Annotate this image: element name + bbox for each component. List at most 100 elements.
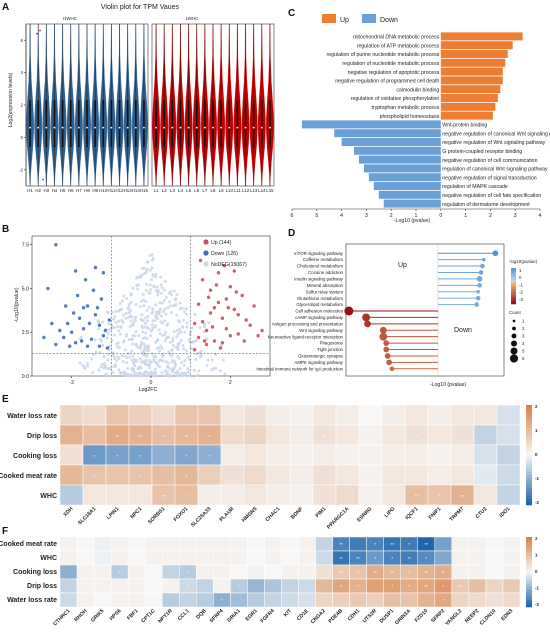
- kegg-dot-2: [480, 263, 485, 269]
- heat-e-significance-mark: *: [439, 494, 441, 499]
- go-term-down-0: Wnt-protein binding: [442, 123, 487, 129]
- volcano-point-nodeg: [178, 373, 182, 377]
- volcano-point-nodeg: [171, 339, 175, 343]
- volcano-point-nodeg: [150, 278, 154, 282]
- heat-e-cell: [312, 464, 337, 486]
- go-bar-up-1: [440, 41, 513, 50]
- heat-e-cell: [496, 464, 521, 486]
- go-x-tick-label: 1: [464, 213, 467, 219]
- heat-f-cell: [93, 536, 112, 552]
- go-x-tick-label: 3: [514, 213, 517, 219]
- heat-e-cell: [496, 424, 521, 446]
- volcano-x-tick-label: -2: [69, 380, 74, 386]
- heat-e-col-label: TRPM7: [449, 506, 466, 523]
- volcano-legend-dot-nodeg: [203, 261, 209, 267]
- heat-e-cell: [105, 404, 130, 426]
- volcano-point-nodeg: [151, 272, 155, 276]
- volcano-point-nodeg: [145, 370, 149, 374]
- volcano-point-nodeg: [181, 343, 185, 347]
- kegg-size-legend-label-4: 4: [522, 341, 525, 346]
- heat-f-significance-mark: **: [339, 542, 343, 547]
- volcano-y-tick-label: 7.5: [22, 243, 29, 249]
- volcano-point-down-17: [87, 321, 92, 326]
- heat-e-scale-step: [526, 441, 532, 446]
- go-bar-down-7: [373, 182, 441, 190]
- heat-f-cell: [349, 536, 367, 552]
- heat-e-cell: [289, 484, 314, 506]
- volcano-point-nodeg: [155, 317, 159, 321]
- heat-e-cell: [473, 424, 498, 446]
- kegg-colorbar-title: -log10(pvalue): [509, 259, 538, 264]
- volcano-point-up-31: [226, 306, 231, 310]
- violin-tick-label-H13: H13: [124, 188, 133, 193]
- volcano-point-nodeg: [126, 352, 130, 356]
- volcano-point-nodeg: [125, 361, 129, 365]
- volcano-point-nodeg: [106, 331, 110, 335]
- volcano-point-nodeg: [118, 332, 122, 336]
- volcano-point-down-22: [103, 328, 108, 333]
- violin-median-L6: [195, 126, 198, 129]
- go-term-up-1: regulation of ATP metabolic process: [357, 43, 440, 49]
- heat-e-significance-mark: **: [162, 434, 166, 439]
- heat-e-scale-tick-label: 0: [535, 452, 538, 457]
- volcano-point-nodeg: [142, 342, 146, 346]
- kegg-size-legend-label-5: 5: [522, 349, 525, 354]
- volcano-point-nodeg: [180, 361, 184, 365]
- volcano-point-nodeg: [173, 366, 177, 370]
- violin-median-L15: [269, 126, 271, 129]
- heat-f-significance-mark: **: [391, 542, 395, 547]
- violin-tick-label-H10: H10: [99, 188, 108, 193]
- heat-e-cell: [243, 464, 268, 486]
- violin-box-L14: [261, 100, 263, 148]
- violin-median-L4: [179, 126, 182, 129]
- volcano-point-nodeg: [194, 339, 198, 343]
- volcano-point-up-35: [232, 269, 236, 273]
- violin-median-H10: [102, 126, 105, 129]
- go-bar-up-5: [440, 76, 503, 85]
- volcano-point-nodeg: [161, 353, 165, 357]
- volcano-point-nodeg: [221, 358, 225, 362]
- volcano-point-nodeg: [144, 325, 148, 329]
- heat-e-scale-step: [526, 488, 532, 492]
- volcano-legend-label-down: Down (126): [211, 251, 238, 257]
- volcano-point-nodeg: [162, 374, 166, 378]
- heat-f-cell: [264, 578, 282, 594]
- volcano-point-nodeg: [113, 315, 117, 319]
- volcano-point-nodeg: [131, 334, 135, 338]
- volcano-point-nodeg: [176, 354, 180, 358]
- heat-f-cell: [247, 536, 265, 552]
- violin-outlier-2: [39, 29, 41, 32]
- volcano-point-nodeg: [101, 343, 105, 347]
- go-x-tick-label: 2: [489, 213, 492, 219]
- volcano-point-nodeg: [159, 291, 163, 295]
- volcano-point-down-20: [58, 328, 62, 333]
- volcano-point-nodeg: [195, 352, 199, 356]
- volcano-point-down-25: [46, 286, 50, 291]
- heat-f-cell: [315, 592, 333, 608]
- heat-e-cell: [266, 484, 291, 506]
- heat-f-scale-step: [526, 583, 532, 587]
- kegg-dot-9: [344, 306, 354, 316]
- volcano-point-up-0: [192, 348, 197, 352]
- kegg-colorbar-step: [511, 298, 516, 300]
- heat-f-cell: [196, 564, 214, 580]
- violin-tick-label-H5: H5: [60, 188, 66, 193]
- go-term-down-4: negative regulation of cell communicatio…: [442, 158, 537, 164]
- volcano-point-nodeg: [125, 333, 129, 337]
- volcano-point-nodeg: [133, 334, 137, 338]
- volcano-point-nodeg: [146, 315, 150, 319]
- heat-e-scale-tick-label: -1: [535, 476, 539, 481]
- violin-tick-label-L1: L1: [154, 188, 159, 193]
- volcano-point-down-23: [75, 293, 80, 298]
- heat-f-cell: [400, 592, 419, 608]
- volcano-point-down-14: [91, 288, 96, 292]
- volcano-point-nodeg: [131, 323, 135, 327]
- volcano-point-nodeg: [148, 366, 152, 370]
- kegg-dot-16: [384, 353, 391, 359]
- volcano-point-nodeg: [184, 312, 188, 316]
- volcano-point-nodeg: [124, 316, 128, 320]
- heat-e-significance-mark: *: [209, 454, 211, 459]
- volcano-point-nodeg: [113, 363, 117, 367]
